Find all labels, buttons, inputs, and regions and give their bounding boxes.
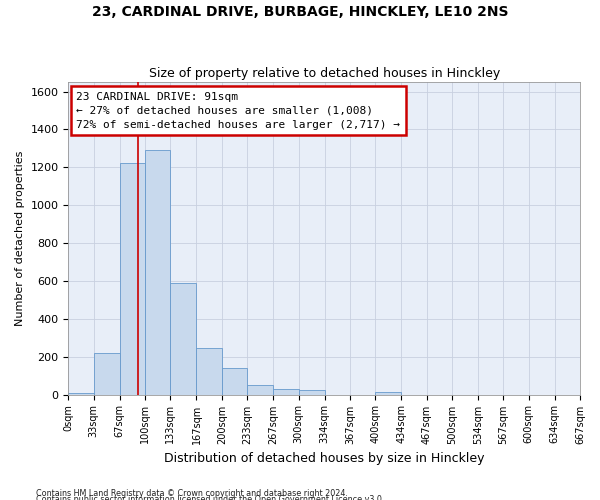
- Bar: [145, 150, 170, 394]
- Text: Contains HM Land Registry data © Crown copyright and database right 2024.: Contains HM Land Registry data © Crown c…: [36, 488, 348, 498]
- Y-axis label: Number of detached properties: Number of detached properties: [15, 150, 25, 326]
- Text: 23 CARDINAL DRIVE: 91sqm
← 27% of detached houses are smaller (1,008)
72% of sem: 23 CARDINAL DRIVE: 91sqm ← 27% of detach…: [76, 92, 400, 130]
- Bar: [273, 389, 299, 394]
- X-axis label: Distribution of detached houses by size in Hinckley: Distribution of detached houses by size …: [164, 452, 484, 465]
- Text: 23, CARDINAL DRIVE, BURBAGE, HINCKLEY, LE10 2NS: 23, CARDINAL DRIVE, BURBAGE, HINCKLEY, L…: [92, 5, 508, 19]
- Bar: [68, 392, 94, 394]
- Bar: [170, 283, 196, 395]
- Bar: [299, 390, 325, 394]
- Title: Size of property relative to detached houses in Hinckley: Size of property relative to detached ho…: [149, 66, 500, 80]
- Bar: [375, 392, 401, 394]
- Bar: [196, 348, 222, 395]
- Bar: [94, 353, 120, 395]
- Bar: [222, 368, 247, 394]
- Bar: [247, 384, 273, 394]
- Text: Contains public sector information licensed under the Open Government Licence v3: Contains public sector information licen…: [36, 495, 385, 500]
- Bar: [120, 164, 145, 394]
